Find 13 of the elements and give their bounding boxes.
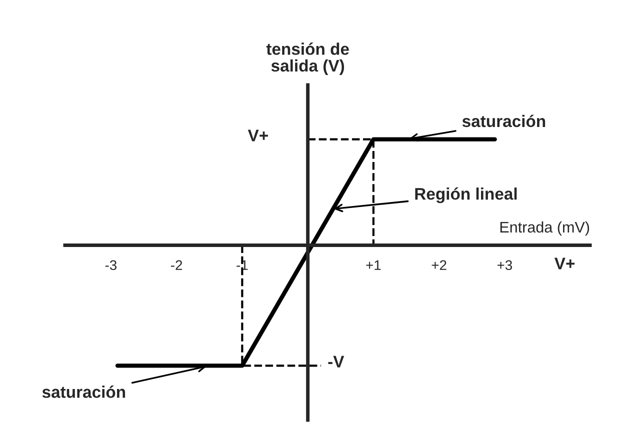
y-axis-title: tensión de salida (V) [266, 42, 349, 75]
x-tick-label: +2 [432, 260, 446, 270]
x-tick-label: -2 [171, 260, 182, 270]
annotation: saturación [462, 114, 546, 128]
annotation: saturación [42, 386, 126, 398]
x-tick-label: +1 [366, 260, 381, 270]
x-axis-title: Entrada (mV) [500, 221, 590, 236]
annotation: Región lineal [415, 187, 517, 204]
annotation: V+ [554, 258, 575, 270]
annotation: V+ [248, 130, 268, 142]
annotation: -V [328, 356, 344, 368]
x-tick-label: -3 [105, 260, 116, 270]
x-tick-label: +3 [497, 260, 512, 270]
